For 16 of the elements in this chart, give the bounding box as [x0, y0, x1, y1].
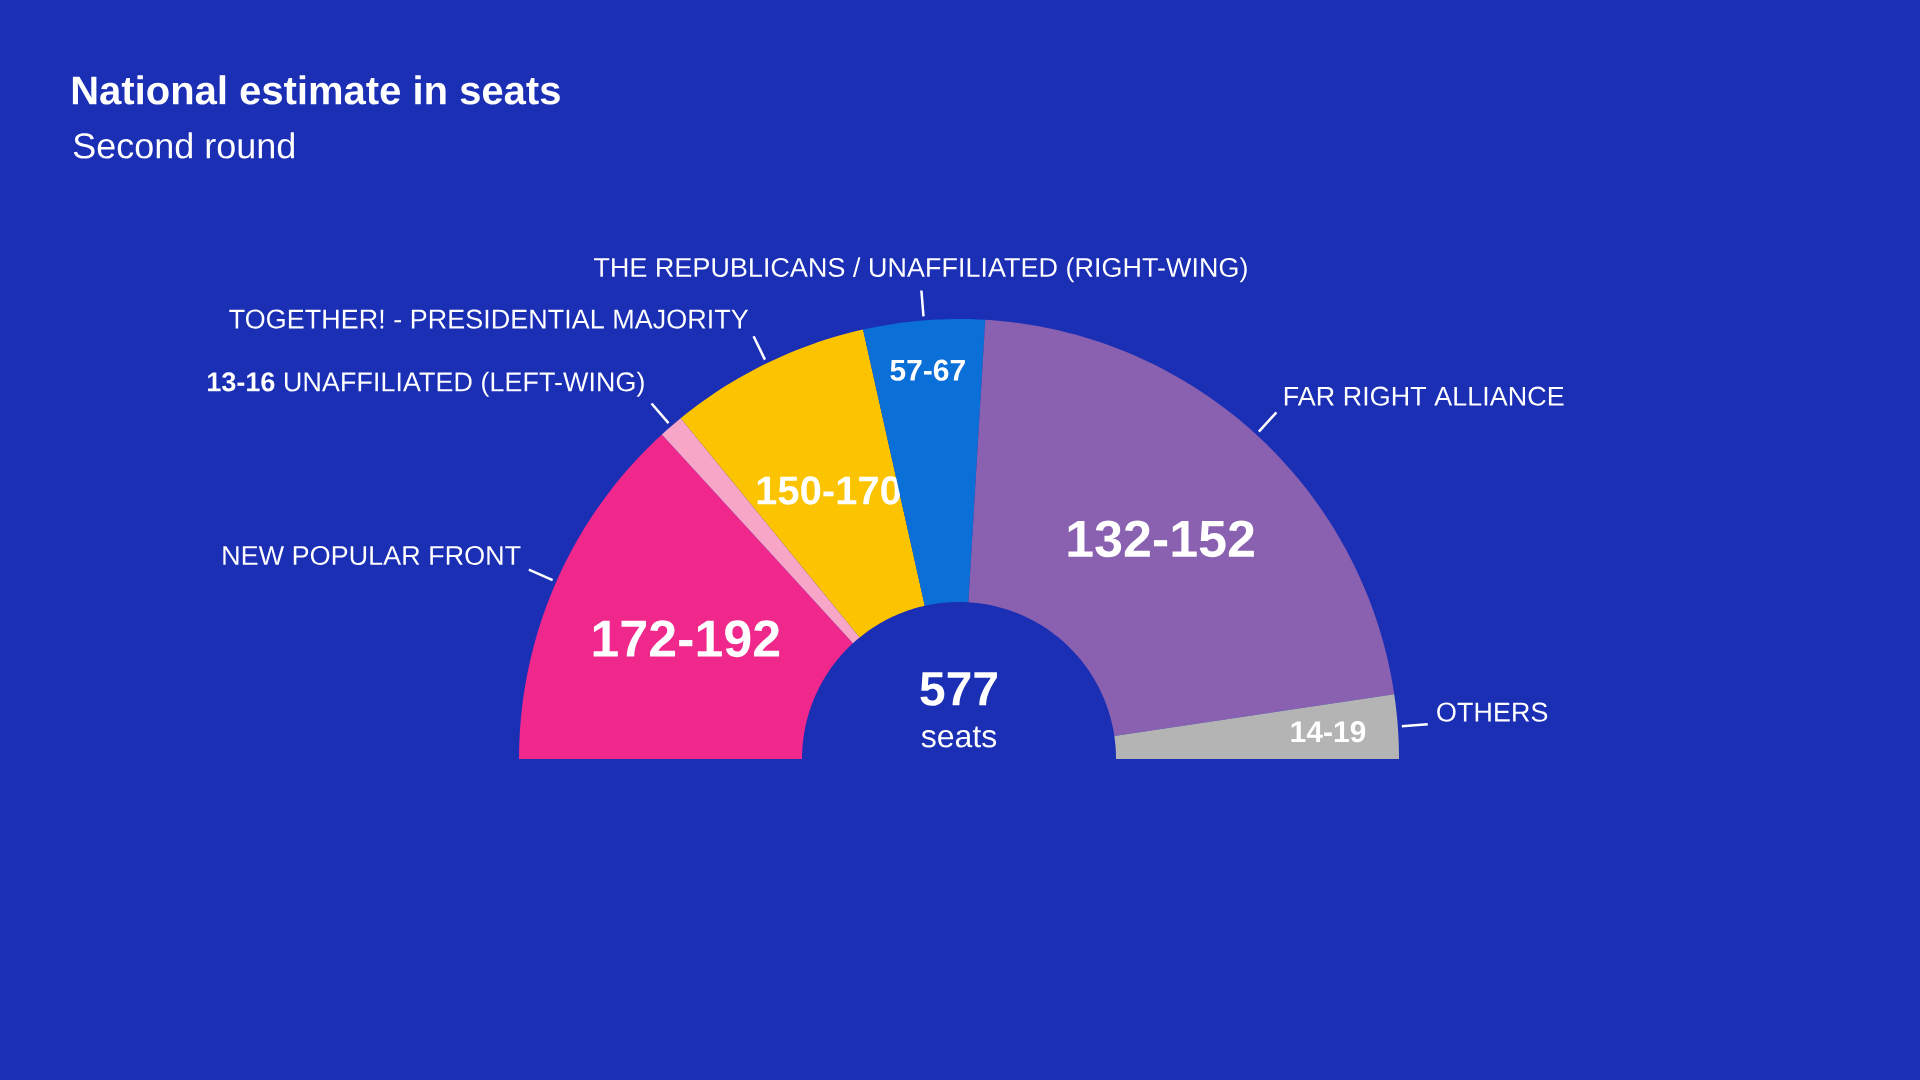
slice-label: UNAFFILIATED (LEFT-WING) [284, 371, 644, 397]
chart-subtitle: Second round [73, 132, 294, 159]
data-label: 172-192 [593, 620, 780, 658]
slice-label: THE REPUBLICANS / UNAFFILIATED (RIGHT-WING) [594, 257, 1247, 283]
slice-label: OTHERS [1437, 702, 1548, 722]
slice-label: NEW POPULAR FRONT [223, 545, 521, 566]
text: seats [921, 726, 997, 748]
data-label: 14-19 [1291, 721, 1366, 743]
data-label: 150-170 [757, 476, 901, 505]
data-label: 57-67 [890, 359, 965, 381]
slice-label: FAR RIGHT ALLIANCE [1284, 386, 1564, 406]
slice-label: TOGETHER! - PRESIDENTIAL MAJORITY [229, 309, 749, 329]
data-label: 132-152 [1068, 520, 1254, 558]
data-label: 13-16 [208, 372, 275, 392]
chart-title: National estimate in seats [72, 75, 560, 105]
text: 577 [920, 672, 997, 706]
